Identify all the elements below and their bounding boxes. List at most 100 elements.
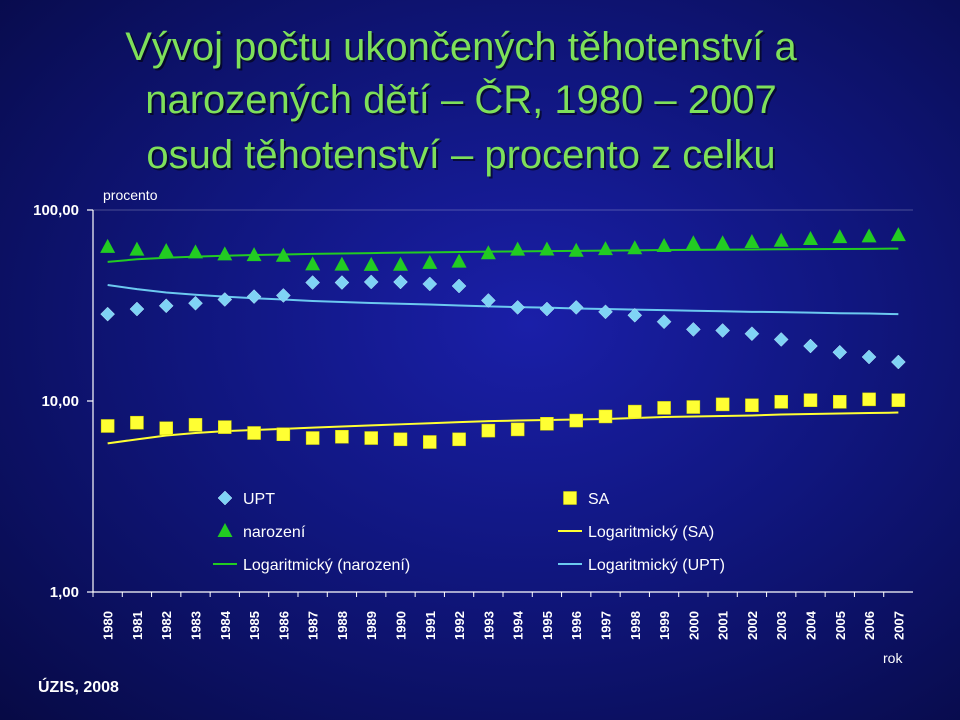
square-point — [628, 404, 642, 419]
x-tick-label: 1987 — [306, 611, 321, 640]
diamond-point — [217, 292, 233, 307]
x-tick-label: 2005 — [833, 611, 848, 640]
x-tick-label: 2001 — [716, 611, 731, 640]
triangle-point — [627, 240, 643, 255]
diamond-point — [773, 332, 789, 347]
square-point — [100, 419, 115, 433]
legend-label: narození — [243, 524, 306, 541]
diamond-point — [832, 344, 848, 360]
trend-line-3 — [107, 411, 899, 445]
y-tick-label: 10,00 — [41, 393, 79, 410]
square-point — [510, 422, 525, 437]
diamond-point — [363, 274, 379, 290]
chart-title: Vývoj počtu ukončených těhotenství a Výv… — [125, 25, 799, 179]
triangle-point — [246, 247, 262, 262]
square-point — [540, 417, 554, 431]
square-point — [188, 418, 203, 432]
title-line-3: osud těhotenství – procento z celku — [146, 133, 775, 177]
square-point — [335, 429, 349, 444]
diamond-point — [276, 288, 291, 303]
square-point — [393, 432, 408, 447]
data-markers — [100, 227, 906, 449]
diamond-point — [744, 326, 760, 342]
triangle-point — [861, 228, 877, 243]
diamond-point — [451, 278, 467, 294]
x-tick-label: 1995 — [540, 611, 555, 640]
x-tick-label: 1985 — [247, 611, 262, 640]
square-point — [305, 431, 320, 445]
legend-item: Logaritmický (SA) — [558, 524, 714, 541]
x-tick-label: 2000 — [686, 611, 701, 640]
legend: UPT SA narození Logaritmický (SA) Logaritmic… — [213, 490, 725, 574]
square-point — [686, 400, 701, 414]
legend-item: SA — [563, 491, 610, 508]
x-tick-label: 2003 — [774, 611, 789, 640]
square-point — [364, 431, 378, 445]
triangle-point — [510, 241, 526, 256]
legend-square-swatch — [563, 491, 577, 505]
diamond-point — [305, 275, 320, 290]
square-point — [803, 393, 818, 407]
legend-triangle-swatch — [217, 523, 233, 537]
title-line-1: Vývoj počtu ukončených těhotenství a — [125, 25, 797, 69]
legend-label: Logaritmický (UPT) — [588, 557, 725, 574]
x-tick-label: 2002 — [745, 611, 760, 640]
square-point — [481, 423, 496, 438]
diamond-point — [481, 293, 496, 308]
triangle-point — [100, 238, 116, 253]
x-tick-label: 2007 — [891, 611, 906, 640]
square-point — [218, 420, 232, 434]
diamond-point — [656, 314, 672, 330]
trend-line-4 — [107, 283, 899, 316]
x-tick-label: 1993 — [481, 611, 496, 640]
legend-diamond-swatch — [217, 490, 233, 506]
diamond-point — [422, 276, 438, 292]
square-point — [745, 398, 759, 413]
triangle-point — [363, 256, 379, 271]
square-point — [423, 435, 437, 449]
diamond-point — [246, 289, 262, 304]
legend-item: UPT — [217, 490, 275, 508]
x-tick-label: 1997 — [599, 611, 614, 640]
diamond-point — [568, 300, 584, 315]
square-point — [833, 395, 847, 409]
diamond-point — [334, 275, 350, 290]
source-label: ÚZIS, 2008 — [38, 677, 119, 696]
x-tick-label: 1981 — [130, 611, 145, 640]
square-point — [598, 409, 613, 424]
diamond-point — [158, 298, 174, 314]
diamond-point — [861, 349, 877, 365]
triangle-point — [803, 230, 818, 245]
diamond-point — [188, 295, 203, 311]
triangle-point — [598, 241, 613, 256]
x-tick-label: 1984 — [218, 610, 233, 640]
legend-label: SA — [588, 491, 610, 508]
x-tick-label: 1988 — [335, 611, 350, 640]
triangle-point — [275, 247, 291, 262]
x-tick-label: 1980 — [101, 611, 116, 640]
x-tick-label: 2006 — [862, 611, 877, 640]
legend-label: Logaritmický (SA) — [588, 524, 714, 541]
triangle-point — [451, 253, 467, 268]
legend-item: Logaritmický (narození) — [213, 557, 410, 574]
square-point — [715, 397, 730, 412]
legend-label: UPT — [243, 491, 275, 508]
triangle-point — [568, 242, 584, 257]
square-point — [159, 421, 173, 435]
x-tick-label: 1990 — [394, 611, 409, 640]
diamond-point — [715, 323, 730, 338]
triangle-point — [685, 235, 701, 250]
x-tick-label: 1992 — [452, 611, 467, 640]
y-tick-label: 100,00 — [33, 202, 79, 219]
triangle-point — [129, 241, 145, 256]
triangle-point — [715, 235, 731, 250]
diamond-point — [891, 354, 906, 370]
x-axis-label: rok — [883, 650, 903, 666]
x-tick-label: 1983 — [189, 611, 204, 640]
triangle-point — [890, 227, 906, 242]
square-point — [891, 393, 906, 407]
legend-label: Logaritmický (narození) — [243, 557, 410, 574]
legend-item: narození — [217, 523, 306, 541]
title-line-3-shadow: osud těhotenství – procento z celku — [148, 135, 777, 179]
triangle-point — [188, 244, 203, 259]
